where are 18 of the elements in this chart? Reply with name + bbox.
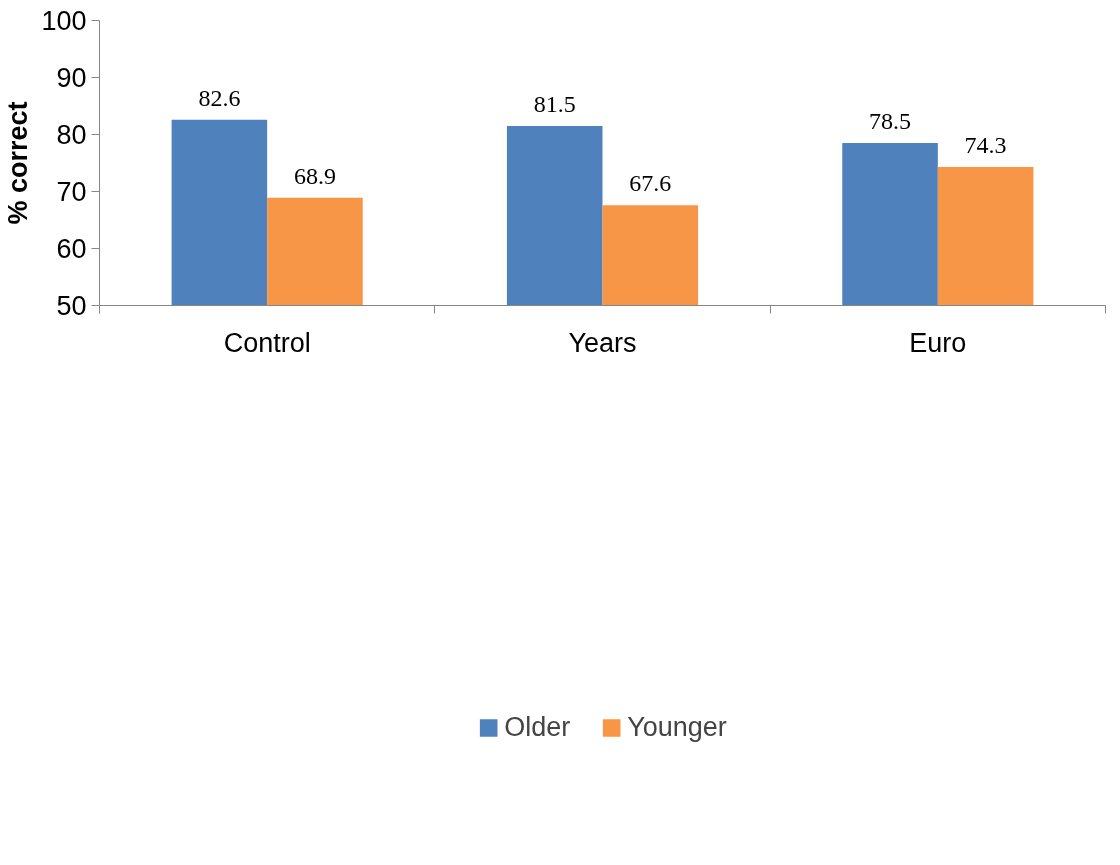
y-tick-label: 100 (41, 6, 87, 36)
data-label: 68.9 (293, 162, 336, 189)
y-tick-label: 50 (56, 291, 87, 321)
y-tick-label: 70 (56, 177, 87, 207)
data-label: 78.5 (869, 108, 912, 135)
data-label: 67.6 (629, 170, 672, 197)
y-tick-label: 60 (56, 234, 87, 264)
data-label: 82.6 (198, 84, 241, 111)
data-label: 74.3 (964, 131, 1007, 158)
legend-label: Older (504, 711, 571, 743)
data-label: 81.5 (533, 90, 576, 117)
x-tick-label: Euro (909, 327, 967, 358)
x-tick-label: Years (568, 327, 637, 358)
legend-label: Younger (627, 711, 727, 743)
y-axis-title: % correct (3, 101, 34, 225)
x-tick-label: Control (223, 327, 311, 358)
y-tick-label: 80 (56, 120, 87, 150)
y-tick-label: 90 (56, 63, 87, 93)
